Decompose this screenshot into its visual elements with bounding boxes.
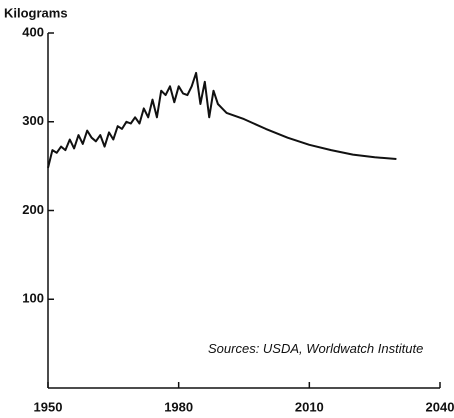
y-axis-label: Kilograms <box>4 5 68 20</box>
y-tick-label: 300 <box>22 113 44 128</box>
annotation: Sources: USDA, Worldwatch Institute <box>208 341 424 356</box>
data-line <box>47 71 397 169</box>
y-tick-label: 100 <box>22 291 44 306</box>
y-tick-label: 200 <box>22 202 44 217</box>
x-tick-label: 2040 <box>426 399 454 414</box>
y-tick-label: 400 <box>22 24 44 39</box>
x-tick-label: 1980 <box>164 399 193 414</box>
x-tick-label: 1950 <box>34 399 63 414</box>
x-tick-label: 2010 <box>295 399 324 414</box>
